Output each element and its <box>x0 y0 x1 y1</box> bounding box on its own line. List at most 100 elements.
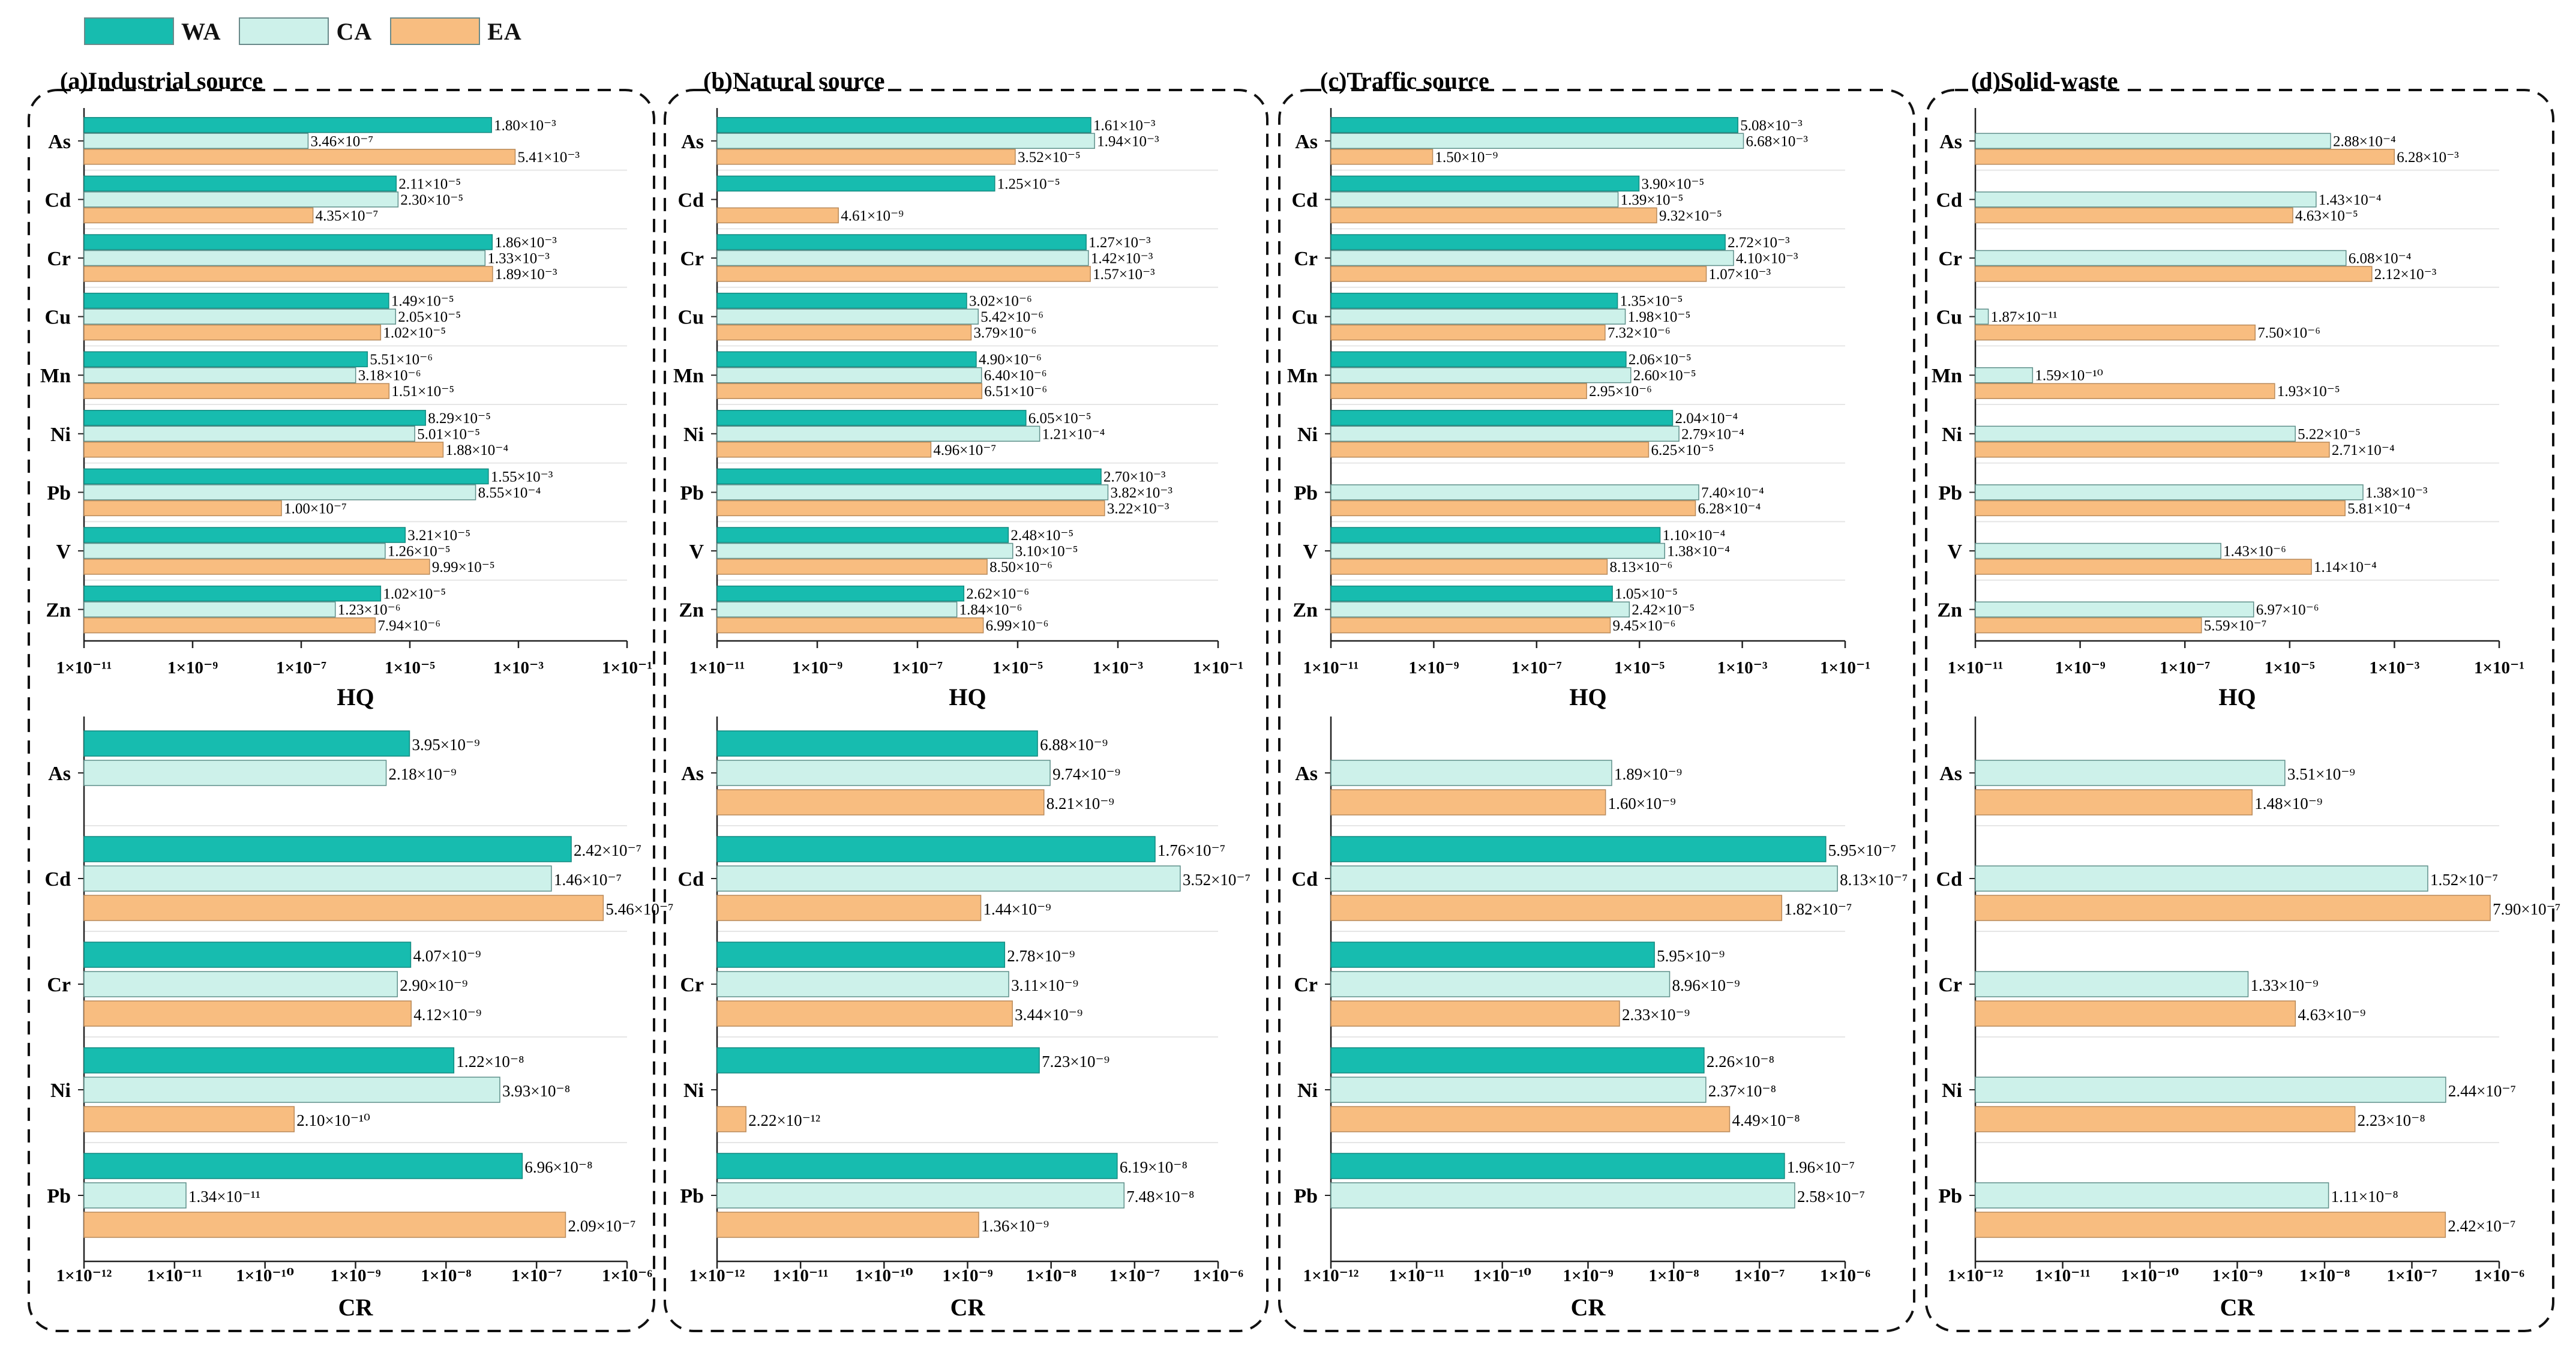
data-label: 5.01×10⁻⁵ <box>417 426 480 442</box>
data-label: 2.42×10⁻⁷ <box>574 841 641 859</box>
data-label: 2.30×10⁻⁵ <box>400 192 463 208</box>
x-tick-label: 1×10⁻⁵ <box>1614 658 1665 678</box>
x-tick-label: 1×10⁻¹¹ <box>2035 1266 2091 1285</box>
chart-hq-3: As 5.08×10⁻³6.68×10⁻³ 1.50×10⁻⁹ Cd 3.90×10⁻⁵… <box>1287 108 1870 711</box>
bar-ea <box>716 500 1105 517</box>
data-label: 7.32×10⁻⁶ <box>1608 325 1671 341</box>
bar-ea <box>1330 207 1657 224</box>
x-tick-label: 1×10⁻¹¹ <box>689 658 745 678</box>
bar-ca <box>83 484 476 500</box>
bar-ca <box>83 133 309 149</box>
data-label: 5.95×10⁻⁹ <box>1657 947 1725 965</box>
x-axis-label: HQ <box>2218 684 2256 711</box>
data-label: 1.42×10⁻³ <box>1091 251 1153 267</box>
bar-wa <box>716 585 965 602</box>
x-tick-label: 1×10⁻⁷ <box>2160 658 2210 678</box>
category-label: V <box>56 541 71 563</box>
x-tick-label: 1×10⁻⁷ <box>892 658 943 678</box>
data-label: 2.33×10⁻⁹ <box>1622 1006 1690 1024</box>
bar-ea <box>1975 500 2346 517</box>
x-tick-label: 1×10⁻⁵ <box>2265 658 2315 678</box>
category-label: Cd <box>678 189 704 211</box>
bar-ca <box>716 425 1040 442</box>
data-label: 1.23×10⁻⁶ <box>338 602 401 618</box>
data-label: 4.35×10⁻⁷ <box>316 208 379 224</box>
data-label: 1.22×10⁻⁸ <box>456 1053 524 1071</box>
data-label: 3.95×10⁻⁹ <box>412 736 479 754</box>
bar-ca <box>716 865 1181 892</box>
bar-ca <box>716 367 982 383</box>
category-label: Cr <box>1294 248 1318 270</box>
data-label: 1.86×10⁻³ <box>494 235 557 251</box>
bar-ca <box>1330 542 1666 559</box>
category-label: V <box>1303 541 1318 563</box>
data-label: 7.90×10⁻⁷ <box>2493 900 2560 918</box>
chart-hq-2: As 1.61×10⁻³1.94×10⁻³ 3.52×10⁻⁵ Cd 1.25×10⁻⁵… <box>673 108 1243 711</box>
bar-ca <box>716 133 1095 149</box>
bar-ea <box>716 324 972 341</box>
data-label: 5.59×10⁻⁷ <box>2204 618 2267 634</box>
x-tick-label: 1×10⁻¹ <box>602 658 652 678</box>
bar-wa <box>1330 585 1613 602</box>
data-label: 3.90×10⁻⁵ <box>1642 176 1705 192</box>
data-label: 4.96×10⁻⁷ <box>933 442 996 458</box>
bar-ea <box>83 324 382 341</box>
bar-ca <box>716 760 1051 786</box>
data-label: 1.11×10⁻⁸ <box>2331 1188 2398 1206</box>
bar-wa <box>83 117 492 133</box>
x-tick-label: 1×10⁻¹¹ <box>773 1266 829 1285</box>
chart-cr-3: As 1.89×10⁻⁹ 1.60×10⁻⁹ Cd 5.95×10⁻⁷ 8.13×10⁻⁷… <box>1292 717 1908 1321</box>
bar-wa <box>716 730 1038 757</box>
bar-ca <box>83 865 552 892</box>
bar-ea <box>716 207 839 224</box>
bar-ca <box>1975 367 2034 383</box>
bar-ca <box>1330 971 1671 997</box>
data-label: 3.93×10⁻⁸ <box>502 1082 570 1100</box>
data-label: 3.44×10⁻⁹ <box>1015 1006 1082 1024</box>
x-axis-label: CR <box>338 1294 374 1321</box>
data-label: 8.50×10⁻⁶ <box>989 559 1052 575</box>
data-label: 1.43×10⁻⁶ <box>2223 544 2286 560</box>
category-label: Pb <box>47 1185 71 1207</box>
chart-hq-1: As 1.80×10⁻³ 3.46×10⁻⁷ 5.41×10⁻³ Cd 2.11×10⁻⁵… <box>40 108 652 711</box>
category-label: As <box>1295 131 1318 153</box>
bar-ca <box>1975 1182 2329 1209</box>
bar-wa <box>83 175 397 192</box>
data-label: 1.02×10⁻⁵ <box>383 325 446 341</box>
bar-ca <box>1330 191 1619 208</box>
bar-ea <box>1975 617 2202 634</box>
panel-frame <box>664 89 1268 1332</box>
bar-ea <box>83 895 604 921</box>
x-tick-label: 1×10⁻¹⁰ <box>855 1266 913 1285</box>
bar-ea <box>1975 895 2491 921</box>
data-label: 6.08×10⁻⁴ <box>2349 251 2412 267</box>
data-label: 1.98×10⁻⁵ <box>1628 309 1691 325</box>
x-tick-label: 1×10⁻⁷ <box>1512 658 1562 678</box>
data-label: 1.88×10⁻⁴ <box>445 442 508 458</box>
x-tick-label: 1×10⁻³ <box>1717 658 1768 678</box>
legend: WA CA EA <box>84 16 540 47</box>
x-tick-label: 1×10⁻⁶ <box>602 1266 652 1285</box>
x-tick-label: 1×10⁻⁷ <box>1109 1266 1160 1285</box>
category-label: As <box>681 131 704 153</box>
bar-ca <box>83 971 398 997</box>
data-label: 2.71×10⁻⁴ <box>2332 442 2395 458</box>
bar-ea <box>716 383 983 399</box>
bar-ca <box>83 425 415 442</box>
data-label: 6.25×10⁻⁵ <box>1651 442 1714 458</box>
bar-ca <box>716 250 1089 266</box>
data-label: 1.10×10⁻⁴ <box>1663 527 1726 544</box>
bar-wa <box>716 292 967 309</box>
bar-ea <box>1330 500 1696 517</box>
data-label: 5.81×10⁻⁴ <box>2347 500 2410 517</box>
x-tick-label: 1×10⁻⁹ <box>2055 658 2106 678</box>
category-label: Ni <box>1297 1080 1318 1102</box>
data-label: 2.12×10⁻³ <box>2374 266 2437 283</box>
bar-ca <box>1975 191 2317 208</box>
bar-ca <box>1975 1077 2446 1103</box>
bar-ca <box>716 542 1013 559</box>
bar-ca <box>83 1077 500 1103</box>
x-tick-label: 1×10⁻³ <box>493 658 544 678</box>
data-label: 1.14×10⁻⁴ <box>2314 559 2377 575</box>
data-label: 5.41×10⁻³ <box>518 149 580 166</box>
